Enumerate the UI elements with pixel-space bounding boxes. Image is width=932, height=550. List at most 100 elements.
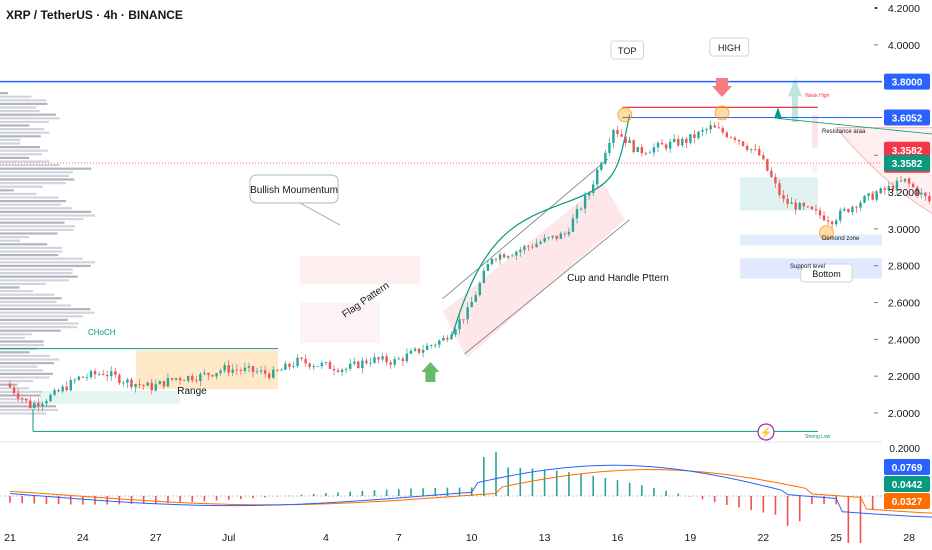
candle-down	[288, 363, 291, 367]
candle-up	[652, 147, 656, 153]
candle-down	[786, 198, 789, 204]
candle-down	[304, 359, 307, 364]
macd-histogram-bar	[45, 496, 48, 504]
candle-up	[373, 357, 376, 363]
candle-up	[450, 334, 453, 340]
y-axis-label: 2.4000	[888, 334, 920, 346]
candle-up	[701, 130, 704, 132]
candle-down	[660, 142, 664, 145]
candle-down	[758, 149, 761, 156]
volume-profile-bar	[0, 326, 78, 329]
macd-histogram-bar	[786, 496, 789, 526]
macd-histogram-bar	[227, 496, 230, 500]
candle-down	[162, 381, 166, 387]
candle-up	[656, 142, 660, 148]
macd-histogram-bar	[69, 496, 72, 505]
volume-profile-bar	[0, 131, 50, 134]
candle-up	[409, 350, 413, 354]
macd-histogram-bar	[240, 496, 242, 500]
candle-up	[53, 390, 56, 395]
x-axis-label: 16	[612, 532, 624, 544]
candle-up	[583, 195, 587, 209]
volume-profile-bar	[0, 142, 21, 145]
candle-up	[482, 270, 486, 283]
candle-down	[916, 187, 919, 195]
candle-up	[324, 362, 328, 363]
candle-up	[567, 231, 571, 235]
top-label: TOP	[618, 46, 636, 56]
volume-profile-bar	[0, 232, 58, 235]
candle-up	[470, 301, 473, 308]
candle-up	[296, 357, 299, 367]
candle-down	[138, 384, 141, 385]
macd-histogram-bar	[713, 496, 716, 503]
macd-histogram-bar	[507, 467, 509, 496]
candle-up	[709, 125, 712, 130]
macd-histogram-bar	[531, 468, 534, 496]
candle-up	[571, 218, 575, 232]
candle-up	[547, 237, 550, 239]
macd-histogram-bar	[665, 490, 667, 496]
candle-up	[187, 375, 190, 381]
badge-price-teal-bg	[884, 154, 930, 171]
volume-profile-bar	[0, 95, 32, 98]
buy-arrow-jul	[421, 362, 440, 382]
volume-profile-bar	[0, 174, 69, 177]
candle-down	[762, 155, 765, 160]
candle-up	[41, 403, 44, 407]
candle-up	[361, 360, 364, 369]
candle-up	[393, 359, 396, 365]
macd-histogram-bar	[859, 496, 862, 543]
candle-down	[150, 382, 153, 391]
candle-up	[498, 254, 502, 260]
bottom-label: Bottom	[812, 269, 841, 279]
candle-up	[255, 371, 259, 373]
candle-down	[782, 194, 785, 199]
macd-histogram-bar	[798, 496, 801, 522]
candle-down	[300, 357, 303, 360]
y-axis-label: 4.0000	[888, 40, 920, 52]
volume-profile-bar	[0, 372, 53, 375]
candle-down	[8, 383, 12, 388]
x-axis-label: 10	[466, 532, 478, 544]
candle-down	[191, 375, 194, 381]
candle-down	[106, 374, 109, 377]
candle-down	[624, 136, 627, 143]
candle-up	[486, 264, 490, 271]
candle-up	[381, 356, 384, 360]
candle-down	[717, 127, 720, 129]
candle-up	[798, 202, 801, 210]
candle-down	[644, 153, 648, 154]
macd-histogram-bar	[410, 488, 412, 496]
candle-down	[847, 208, 850, 213]
macd-histogram-bar	[580, 473, 582, 496]
x-axis-label: 19	[685, 532, 697, 544]
candle-up	[89, 371, 93, 377]
x-axis-label: 13	[539, 532, 551, 544]
chart-title: XRP / TetherUS · 4h · BINANCE	[6, 8, 183, 22]
volume-profile-bar	[0, 110, 40, 113]
weak-high-arrow	[788, 77, 802, 123]
candle-down	[640, 147, 643, 154]
candle-down	[826, 220, 830, 222]
candle-down	[251, 366, 255, 372]
macd-badge-3-bg	[884, 493, 930, 509]
candle-down	[814, 209, 818, 211]
macd-histogram-bar	[179, 496, 181, 503]
candle-up	[134, 384, 137, 388]
macd-histogram-bar	[811, 496, 813, 504]
volume-profile-bar	[0, 178, 75, 181]
volume-profile-bar	[0, 333, 32, 336]
candle-up	[579, 208, 583, 210]
volume-profile-bar	[0, 117, 60, 120]
candle-up	[551, 235, 554, 238]
macd-histogram-bar	[592, 475, 594, 496]
candle-up	[705, 129, 708, 131]
candle-down	[502, 254, 506, 258]
macd-histogram-bar	[142, 496, 145, 504]
candle-up	[243, 367, 247, 371]
x-axis-label: 21	[4, 532, 16, 544]
candle-down	[16, 393, 20, 399]
candle-up	[421, 349, 425, 353]
macd-badge-1: 0.0769	[892, 463, 923, 474]
